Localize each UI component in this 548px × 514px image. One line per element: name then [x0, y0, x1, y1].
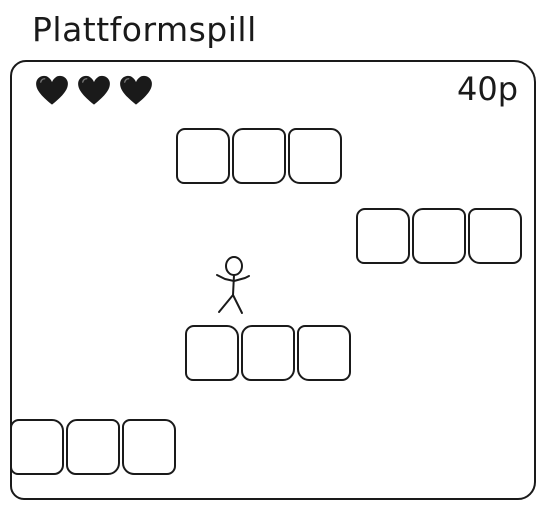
heart-icon: [120, 75, 152, 105]
heart-icon: [78, 75, 110, 105]
platform: [176, 128, 342, 184]
platform-block: [412, 208, 466, 264]
platform-block: [185, 325, 239, 381]
platform-block: [468, 208, 522, 264]
player-character: [216, 256, 250, 314]
platform: [10, 419, 176, 475]
platform-block: [241, 325, 295, 381]
platform-block: [10, 419, 64, 475]
stick-figure-icon: [216, 256, 250, 314]
platform: [356, 208, 522, 264]
lives-indicator: [34, 72, 154, 108]
platform-block: [66, 419, 120, 475]
platform-block: [356, 208, 410, 264]
platform-block: [122, 419, 176, 475]
platform-block: [176, 128, 230, 184]
platform-block: [288, 128, 342, 184]
platform-block: [232, 128, 286, 184]
platform-block: [297, 325, 351, 381]
game-canvas[interactable]: [10, 60, 536, 500]
platform: [185, 325, 351, 381]
game-title: Plattformspill: [32, 10, 257, 49]
score-display: 40p: [456, 70, 518, 108]
heart-icon: [36, 75, 68, 105]
